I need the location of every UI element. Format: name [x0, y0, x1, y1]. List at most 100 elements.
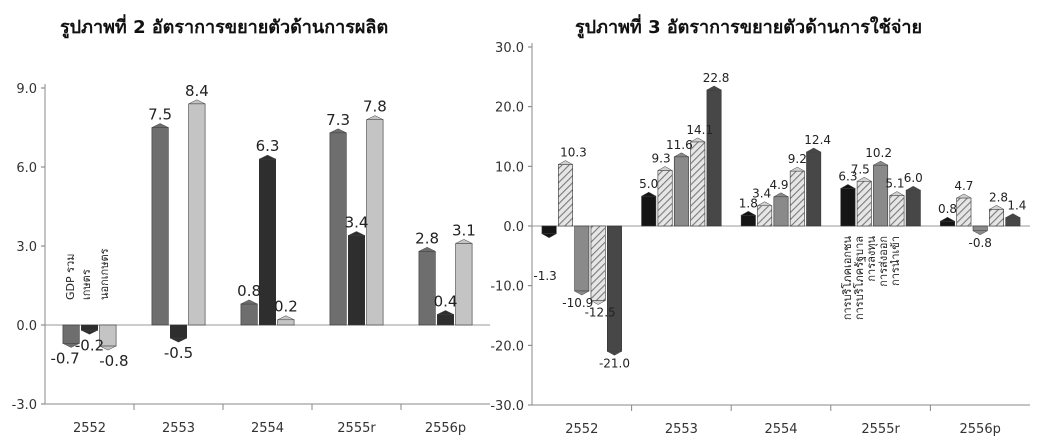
data-label: -10.9 — [562, 296, 593, 310]
data-label: 7.5 — [851, 162, 870, 176]
bar-1 — [240, 303, 258, 326]
bar-cap — [259, 154, 276, 160]
data-label: 0.8 — [237, 282, 261, 300]
x-tick-label: 2556p — [960, 422, 1001, 437]
bar-4 — [590, 225, 606, 301]
data-label: -21.0 — [599, 356, 630, 370]
y-tick-label: 0.0 — [16, 319, 37, 334]
data-label: -12.5 — [585, 306, 616, 320]
data-label: 9.2 — [788, 152, 807, 166]
bar-cap — [151, 123, 169, 128]
data-label: 3.1 — [452, 221, 476, 239]
chart-2-title: รูปภาพที่ 3 อัตราการขยายตัวด้านการใช้จ่า… — [575, 17, 923, 38]
data-label: 1.8 — [739, 196, 758, 210]
bar-cap — [277, 315, 295, 320]
bar-cap — [170, 337, 187, 343]
bar-cap — [1004, 213, 1021, 218]
bar-4 — [889, 195, 905, 227]
bar-2 — [956, 197, 972, 227]
bar-1 — [740, 214, 756, 227]
bar-cap — [772, 192, 790, 198]
data-label: -0.2 — [75, 336, 104, 354]
y-tick-label: 20.0 — [495, 101, 524, 116]
data-label: 9.3 — [652, 152, 671, 166]
data-label: 2.8 — [989, 190, 1008, 204]
data-label: 2.8 — [415, 229, 439, 247]
bar-cap — [557, 160, 574, 165]
bar-3 — [972, 225, 988, 232]
bar-cap — [188, 99, 206, 105]
chart-1-title: รูปภาพที่ 2 อัตราการขยายตัวด้านการผลิต — [60, 17, 389, 38]
bar-cap — [348, 231, 365, 236]
bar-2 — [657, 170, 673, 227]
y-tick-label: 0.0 — [503, 220, 524, 235]
data-label: -0.7 — [50, 349, 79, 367]
bar-5 — [905, 189, 921, 227]
y-tick-label: -10.0 — [490, 280, 524, 295]
data-label: 0.4 — [434, 292, 458, 310]
bar-3 — [277, 319, 295, 326]
bar-2 — [757, 205, 773, 227]
x-tick-label: 2555r — [861, 422, 900, 437]
bar-cap — [789, 166, 806, 172]
bar-2 — [348, 235, 365, 326]
bar-cap — [418, 246, 436, 252]
bar-cap — [656, 166, 674, 171]
data-label: 22.8 — [703, 71, 730, 85]
x-tick-label: 2554 — [764, 422, 797, 437]
data-label: 10.2 — [865, 146, 892, 160]
legend-label-2: เกษตร — [80, 269, 93, 300]
y-tick-label: 6.0 — [16, 161, 37, 176]
bar-5 — [1005, 217, 1021, 227]
data-label: 7.3 — [326, 111, 350, 129]
data-label: 11.6 — [666, 138, 693, 152]
data-label: 8.4 — [185, 82, 209, 100]
data-label: -0.8 — [968, 236, 991, 250]
bar-1 — [840, 188, 856, 227]
x-tick-label: 2552 — [565, 422, 598, 437]
data-label: 10.3 — [560, 146, 587, 160]
bar-cap — [972, 230, 989, 236]
legend-label-3: การลงทุน — [865, 236, 878, 282]
bar-cap — [705, 85, 723, 91]
bar-1 — [541, 225, 557, 235]
y-tick-label: -20.0 — [490, 339, 524, 354]
expenditure-growth-chart: รูปภาพที่ 3 อัตราการขยายตัวด้านการใช้จ่า… — [490, 0, 1038, 446]
production-growth-chart: รูปภาพที่ 2 อัตราการขยายตัวด้านการผลิต -… — [0, 0, 500, 446]
data-label: 5.1 — [885, 177, 904, 191]
bar-cap — [573, 290, 590, 296]
data-label: 4.9 — [769, 178, 788, 192]
data-label: 12.4 — [804, 133, 831, 147]
data-label: 6.3 — [256, 137, 280, 155]
data-label: 7.5 — [148, 106, 172, 124]
bar-2 — [856, 180, 872, 227]
bar-cap — [99, 345, 117, 351]
data-label: 3.4 — [345, 213, 369, 231]
data-label: 14.1 — [686, 123, 713, 137]
legend-label-1: การบริโภคเอกชน — [840, 236, 854, 321]
y-tick-label: 3.0 — [16, 240, 37, 255]
legend-label-5: การนำเข้า — [889, 236, 902, 286]
data-label: 0.8 — [938, 202, 957, 216]
legend-label-4: การส่งออก — [877, 236, 890, 287]
bar-cap — [81, 330, 98, 335]
y-tick-label: 30.0 — [495, 41, 524, 56]
data-label: 0.2 — [274, 298, 298, 316]
production-growth-plot: -3.0 0.0 3.0 6.0 9.0 2552 2553 2554 2555r 2556p -0… — [12, 82, 490, 436]
bar-5 — [706, 89, 722, 227]
x-tick-label: 2553 — [665, 422, 698, 437]
bar-1 — [151, 127, 169, 326]
y-tick-label: -30.0 — [490, 399, 524, 414]
bar-cap — [640, 191, 657, 197]
bar-cap — [366, 115, 384, 120]
x-tick-label: 2554 — [251, 421, 284, 436]
bar-cap — [872, 160, 889, 166]
bar-cap — [590, 300, 607, 305]
bar-cap — [939, 216, 956, 222]
y-tick-label: 10.0 — [495, 160, 524, 175]
x-tick-label: 2553 — [162, 421, 195, 436]
x-tick-label: 2555r — [337, 421, 376, 436]
data-label: -1.3 — [533, 269, 556, 283]
bar-3 — [574, 225, 590, 292]
data-label: 6.3 — [838, 169, 857, 183]
